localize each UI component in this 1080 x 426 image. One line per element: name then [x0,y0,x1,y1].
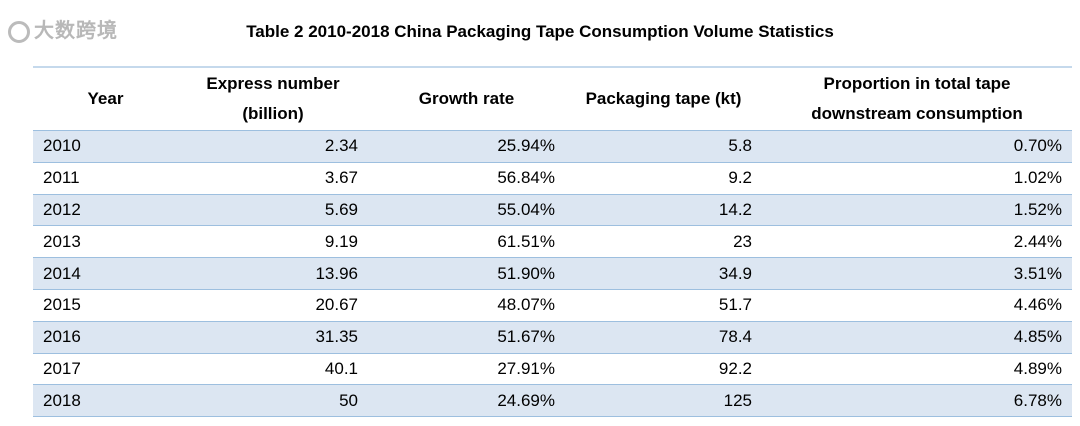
cell-year: 2015 [33,289,178,322]
cell-packaging-tape: 14.2 [565,194,762,227]
cell-growth-rate: 27.91% [368,353,565,386]
cell-packaging-tape: 5.8 [565,130,762,163]
cell-packaging-tape: 34.9 [565,257,762,290]
cell-express-number: 5.69 [178,194,368,227]
table-row: 2015 20.67 48.07% 51.7 4.46% [33,289,1072,322]
cell-proportion: 4.46% [762,289,1072,322]
cell-growth-rate: 55.04% [368,194,565,227]
cell-growth-rate: 51.67% [368,321,565,354]
cell-year: 2018 [33,384,178,418]
table-title: Table 2 2010-2018 China Packaging Tape C… [246,22,834,41]
cell-proportion: 2.44% [762,225,1072,259]
cell-proportion: 4.85% [762,321,1072,354]
cell-proportion: 0.70% [762,130,1072,163]
cell-packaging-tape: 92.2 [565,353,762,386]
header-growth-rate: Growth rate [368,66,565,131]
cell-proportion: 6.78% [762,384,1072,418]
cell-growth-rate: 24.69% [368,384,565,418]
cell-year: 2016 [33,321,178,354]
cell-packaging-tape: 125 [565,384,762,418]
cell-express-number: 3.67 [178,162,368,195]
table-row: 2017 40.1 27.91% 92.2 4.89% [33,353,1072,386]
watermark-logo-icon [8,20,30,43]
header-row: Year Express number (billion) Growth rat… [33,66,1072,131]
cell-year: 2013 [33,225,178,259]
watermark-text: 大数跨境 [34,20,118,42]
cell-packaging-tape: 23 [565,225,762,259]
cell-express-number: 2.34 [178,130,368,163]
cell-growth-rate: 25.94% [368,130,565,163]
cell-express-number: 31.35 [178,321,368,354]
cell-year: 2010 [33,130,178,163]
cell-express-number: 13.96 [178,257,368,290]
cell-year: 2014 [33,257,178,290]
table-row: 2011 3.67 56.84% 9.2 1.02% [33,162,1072,195]
cell-growth-rate: 61.51% [368,225,565,259]
cell-proportion: 1.02% [762,162,1072,195]
table-body: 2010 2.34 25.94% 5.8 0.70% 2011 3.67 56.84% 9.2 1… [33,130,1072,418]
cell-proportion: 3.51% [762,257,1072,290]
cell-packaging-tape: 78.4 [565,321,762,354]
cell-proportion: 4.89% [762,353,1072,386]
header-year: Year [33,66,178,131]
cell-proportion: 1.52% [762,194,1072,227]
cell-year: 2012 [33,194,178,227]
cell-express-number: 20.67 [178,289,368,322]
cell-growth-rate: 56.84% [368,162,565,195]
header-proportion: Proportion in total tape downstream cons… [762,66,1072,131]
cell-growth-rate: 48.07% [368,289,565,322]
table-row: 2012 5.69 55.04% 14.2 1.52% [33,194,1072,227]
cell-express-number: 9.19 [178,225,368,259]
header-express-number: Express number (billion) [178,66,368,131]
cell-express-number: 50 [178,384,368,418]
watermark: 大数跨境 [8,18,118,44]
table-row: 2018 50 24.69% 125 6.78% [33,384,1072,418]
cell-express-number: 40.1 [178,353,368,386]
cell-growth-rate: 51.90% [368,257,565,290]
cell-year: 2011 [33,162,178,195]
consumption-table: Year Express number (billion) Growth rat… [33,66,1072,418]
cell-packaging-tape: 51.7 [565,289,762,322]
table-row: 2016 31.35 51.67% 78.4 4.85% [33,321,1072,354]
table-row: 2014 13.96 51.90% 34.9 3.51% [33,257,1072,290]
header-packaging-tape: Packaging tape (kt) [565,66,762,131]
table-row: 2010 2.34 25.94% 5.8 0.70% [33,130,1072,163]
cell-packaging-tape: 9.2 [565,162,762,195]
table-row: 2013 9.19 61.51% 23 2.44% [33,225,1072,259]
cell-year: 2017 [33,353,178,386]
